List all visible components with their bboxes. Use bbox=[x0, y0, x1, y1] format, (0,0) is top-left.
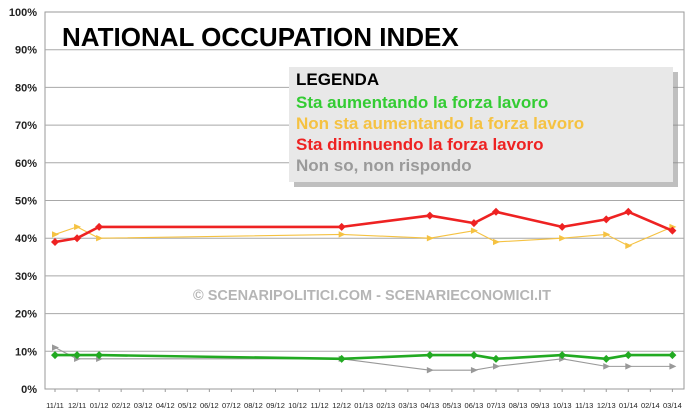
data-point bbox=[51, 237, 59, 246]
data-point bbox=[558, 351, 567, 360]
x-tick-label: 05/13 bbox=[443, 401, 462, 410]
x-tick-label: 01/14 bbox=[619, 401, 638, 410]
x-tick-label: 12/12 bbox=[332, 401, 351, 410]
data-point bbox=[73, 234, 82, 243]
data-point bbox=[624, 207, 633, 216]
data-point bbox=[492, 354, 500, 363]
y-tick-label: 60% bbox=[15, 158, 37, 170]
data-point bbox=[602, 354, 611, 363]
data-point bbox=[603, 231, 611, 238]
x-tick-label: 02/12 bbox=[112, 401, 131, 410]
data-point bbox=[492, 207, 500, 216]
x-tick-label: 04/13 bbox=[420, 401, 439, 410]
y-tick-label: 90% bbox=[15, 45, 37, 57]
y-tick-label: 20% bbox=[15, 309, 37, 321]
x-tick-label: 07/13 bbox=[487, 401, 506, 410]
data-point bbox=[603, 363, 611, 370]
data-point bbox=[426, 366, 434, 374]
data-point bbox=[425, 351, 434, 360]
y-tick-label: 70% bbox=[15, 120, 37, 132]
data-point bbox=[493, 363, 500, 370]
data-point bbox=[51, 351, 59, 360]
data-point bbox=[559, 235, 567, 242]
x-tick-label: 08/13 bbox=[509, 401, 528, 410]
x-tick-label: 02/14 bbox=[641, 401, 660, 410]
data-point bbox=[625, 363, 633, 370]
data-point bbox=[52, 344, 59, 351]
x-tick-label: 07/12 bbox=[222, 401, 241, 410]
x-tick-label: 08/12 bbox=[244, 401, 263, 410]
series-group bbox=[51, 207, 677, 374]
data-point bbox=[425, 211, 434, 220]
data-point bbox=[602, 215, 611, 224]
data-point bbox=[469, 219, 478, 228]
x-tick-label: 05/12 bbox=[178, 401, 197, 410]
y-tick-label: 0% bbox=[21, 384, 37, 396]
x-tick-label: 11/11 bbox=[46, 401, 64, 410]
legend-item-label: Non so, non rispondo bbox=[296, 156, 472, 175]
data-point bbox=[668, 351, 677, 360]
watermark: © SCENARIPOLITICI.COM - SCENARIECONOMICI… bbox=[193, 288, 551, 304]
x-axis: 11/11 12/11 01/12 02/12 03/12 04/12 05/12 06/12… bbox=[46, 389, 682, 410]
legend: LEGENDA Sta aumentando la forza lavoro No… bbox=[289, 67, 678, 187]
data-point bbox=[669, 363, 677, 370]
data-point bbox=[52, 231, 59, 238]
data-point bbox=[338, 231, 346, 238]
x-tick-label: 02/13 bbox=[376, 401, 395, 410]
y-tick-label: 100% bbox=[9, 7, 37, 19]
data-point bbox=[668, 226, 677, 235]
legend-item-label: Sta diminuendo la forza lavoro bbox=[296, 135, 543, 154]
data-point bbox=[493, 238, 500, 246]
data-point bbox=[470, 366, 478, 374]
data-point bbox=[470, 227, 478, 234]
data-point bbox=[95, 351, 104, 360]
x-tick-label: 12/13 bbox=[597, 401, 616, 410]
data-point bbox=[96, 235, 104, 242]
y-tick-label: 80% bbox=[15, 82, 37, 94]
x-tick-label: 11/12 bbox=[310, 401, 328, 410]
legend-item-label: Sta aumentando la forza lavoro bbox=[296, 93, 548, 112]
y-tick-label: 40% bbox=[15, 233, 37, 245]
x-tick-label: 09/12 bbox=[266, 401, 285, 410]
data-point bbox=[426, 235, 434, 242]
data-point bbox=[73, 351, 82, 360]
x-tick-label: 03/13 bbox=[398, 401, 417, 410]
x-tick-label: 10/13 bbox=[553, 401, 572, 410]
legend-title: LEGENDA bbox=[296, 70, 379, 89]
x-tick-label: 10/12 bbox=[288, 401, 307, 410]
data-point bbox=[624, 351, 633, 360]
y-axis: 0% 10% 20% 30% 40% 50% 60% 70% 80% 90% 100% bbox=[9, 7, 37, 396]
y-tick-label: 50% bbox=[15, 196, 37, 208]
x-tick-label: 01/12 bbox=[90, 401, 109, 410]
chart-title: NATIONAL OCCUPATION INDEX bbox=[62, 22, 459, 52]
x-tick-label: 01/13 bbox=[354, 401, 373, 410]
data-point bbox=[337, 222, 346, 231]
data-point bbox=[469, 351, 478, 360]
x-tick-label: 06/13 bbox=[465, 401, 484, 410]
x-tick-label: 11/13 bbox=[575, 401, 593, 410]
data-point bbox=[74, 223, 82, 231]
x-tick-label: 12/11 bbox=[68, 401, 86, 410]
legend-items: Sta aumentando la forza lavoro Non sta au… bbox=[296, 93, 584, 175]
x-tick-label: 06/12 bbox=[200, 401, 219, 410]
x-tick-label: 03/12 bbox=[134, 401, 153, 410]
data-point bbox=[625, 242, 633, 249]
legend-box bbox=[289, 67, 673, 182]
data-point bbox=[337, 354, 346, 363]
data-point bbox=[558, 222, 567, 231]
x-tick-label: 04/12 bbox=[156, 401, 175, 410]
x-tick-label: 09/13 bbox=[531, 401, 550, 410]
y-tick-label: 30% bbox=[15, 271, 37, 283]
legend-item-label: Non sta aumentando la forza lavoro bbox=[296, 114, 584, 133]
y-tick-label: 10% bbox=[15, 346, 37, 358]
data-point bbox=[95, 222, 104, 231]
x-tick-label: 03/14 bbox=[663, 401, 682, 410]
